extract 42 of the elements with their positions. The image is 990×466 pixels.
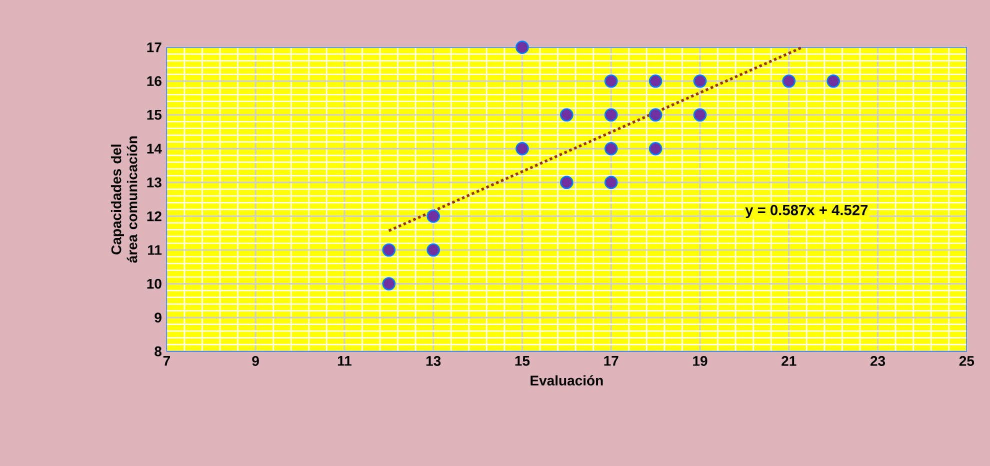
y-tick-label: 9 [154,312,162,323]
x-tick-label: 9 [252,356,259,366]
point [426,243,440,257]
point [604,108,618,122]
point [782,74,796,88]
point [560,176,574,190]
y-tick-label: 8 [154,346,162,356]
x-tick-label: 17 [604,356,618,366]
point [604,74,618,88]
x-tick-label: 23 [870,356,886,366]
point [560,108,574,122]
x-axis-title: Evaluación [530,375,603,386]
x-tick-label: 19 [693,356,708,366]
x-tick-label: 25 [959,356,974,366]
point [693,74,707,88]
y-tick-label: 10 [147,278,162,289]
y-tick-label: 17 [147,42,162,52]
point [648,142,662,156]
x-tick-label: 11 [338,356,352,366]
x-tick-label: 7 [163,356,170,366]
x-tick-label: 13 [426,356,441,366]
point [382,243,396,257]
point [826,74,840,88]
point [426,210,440,223]
annotation: y = 0.587x + 4.527 [745,204,868,218]
point [693,108,707,122]
point [516,142,529,156]
y-tick-label: 16 [147,76,162,86]
point [648,74,662,88]
x-tick-label: 21 [782,356,796,366]
point [648,108,662,122]
y-tick-label: 13 [147,177,162,188]
point [604,142,618,156]
y-tick-label: 12 [147,211,162,222]
y-tick-label: 14 [147,144,162,154]
y-tick-label: 11 [148,245,162,255]
point [382,277,396,290]
point [604,176,618,190]
x-tick-label: 15 [515,356,530,366]
y-axis-title: Capacidades del área comunicación [110,136,138,263]
point [516,40,529,54]
y-tick-label: 15 [147,110,162,120]
